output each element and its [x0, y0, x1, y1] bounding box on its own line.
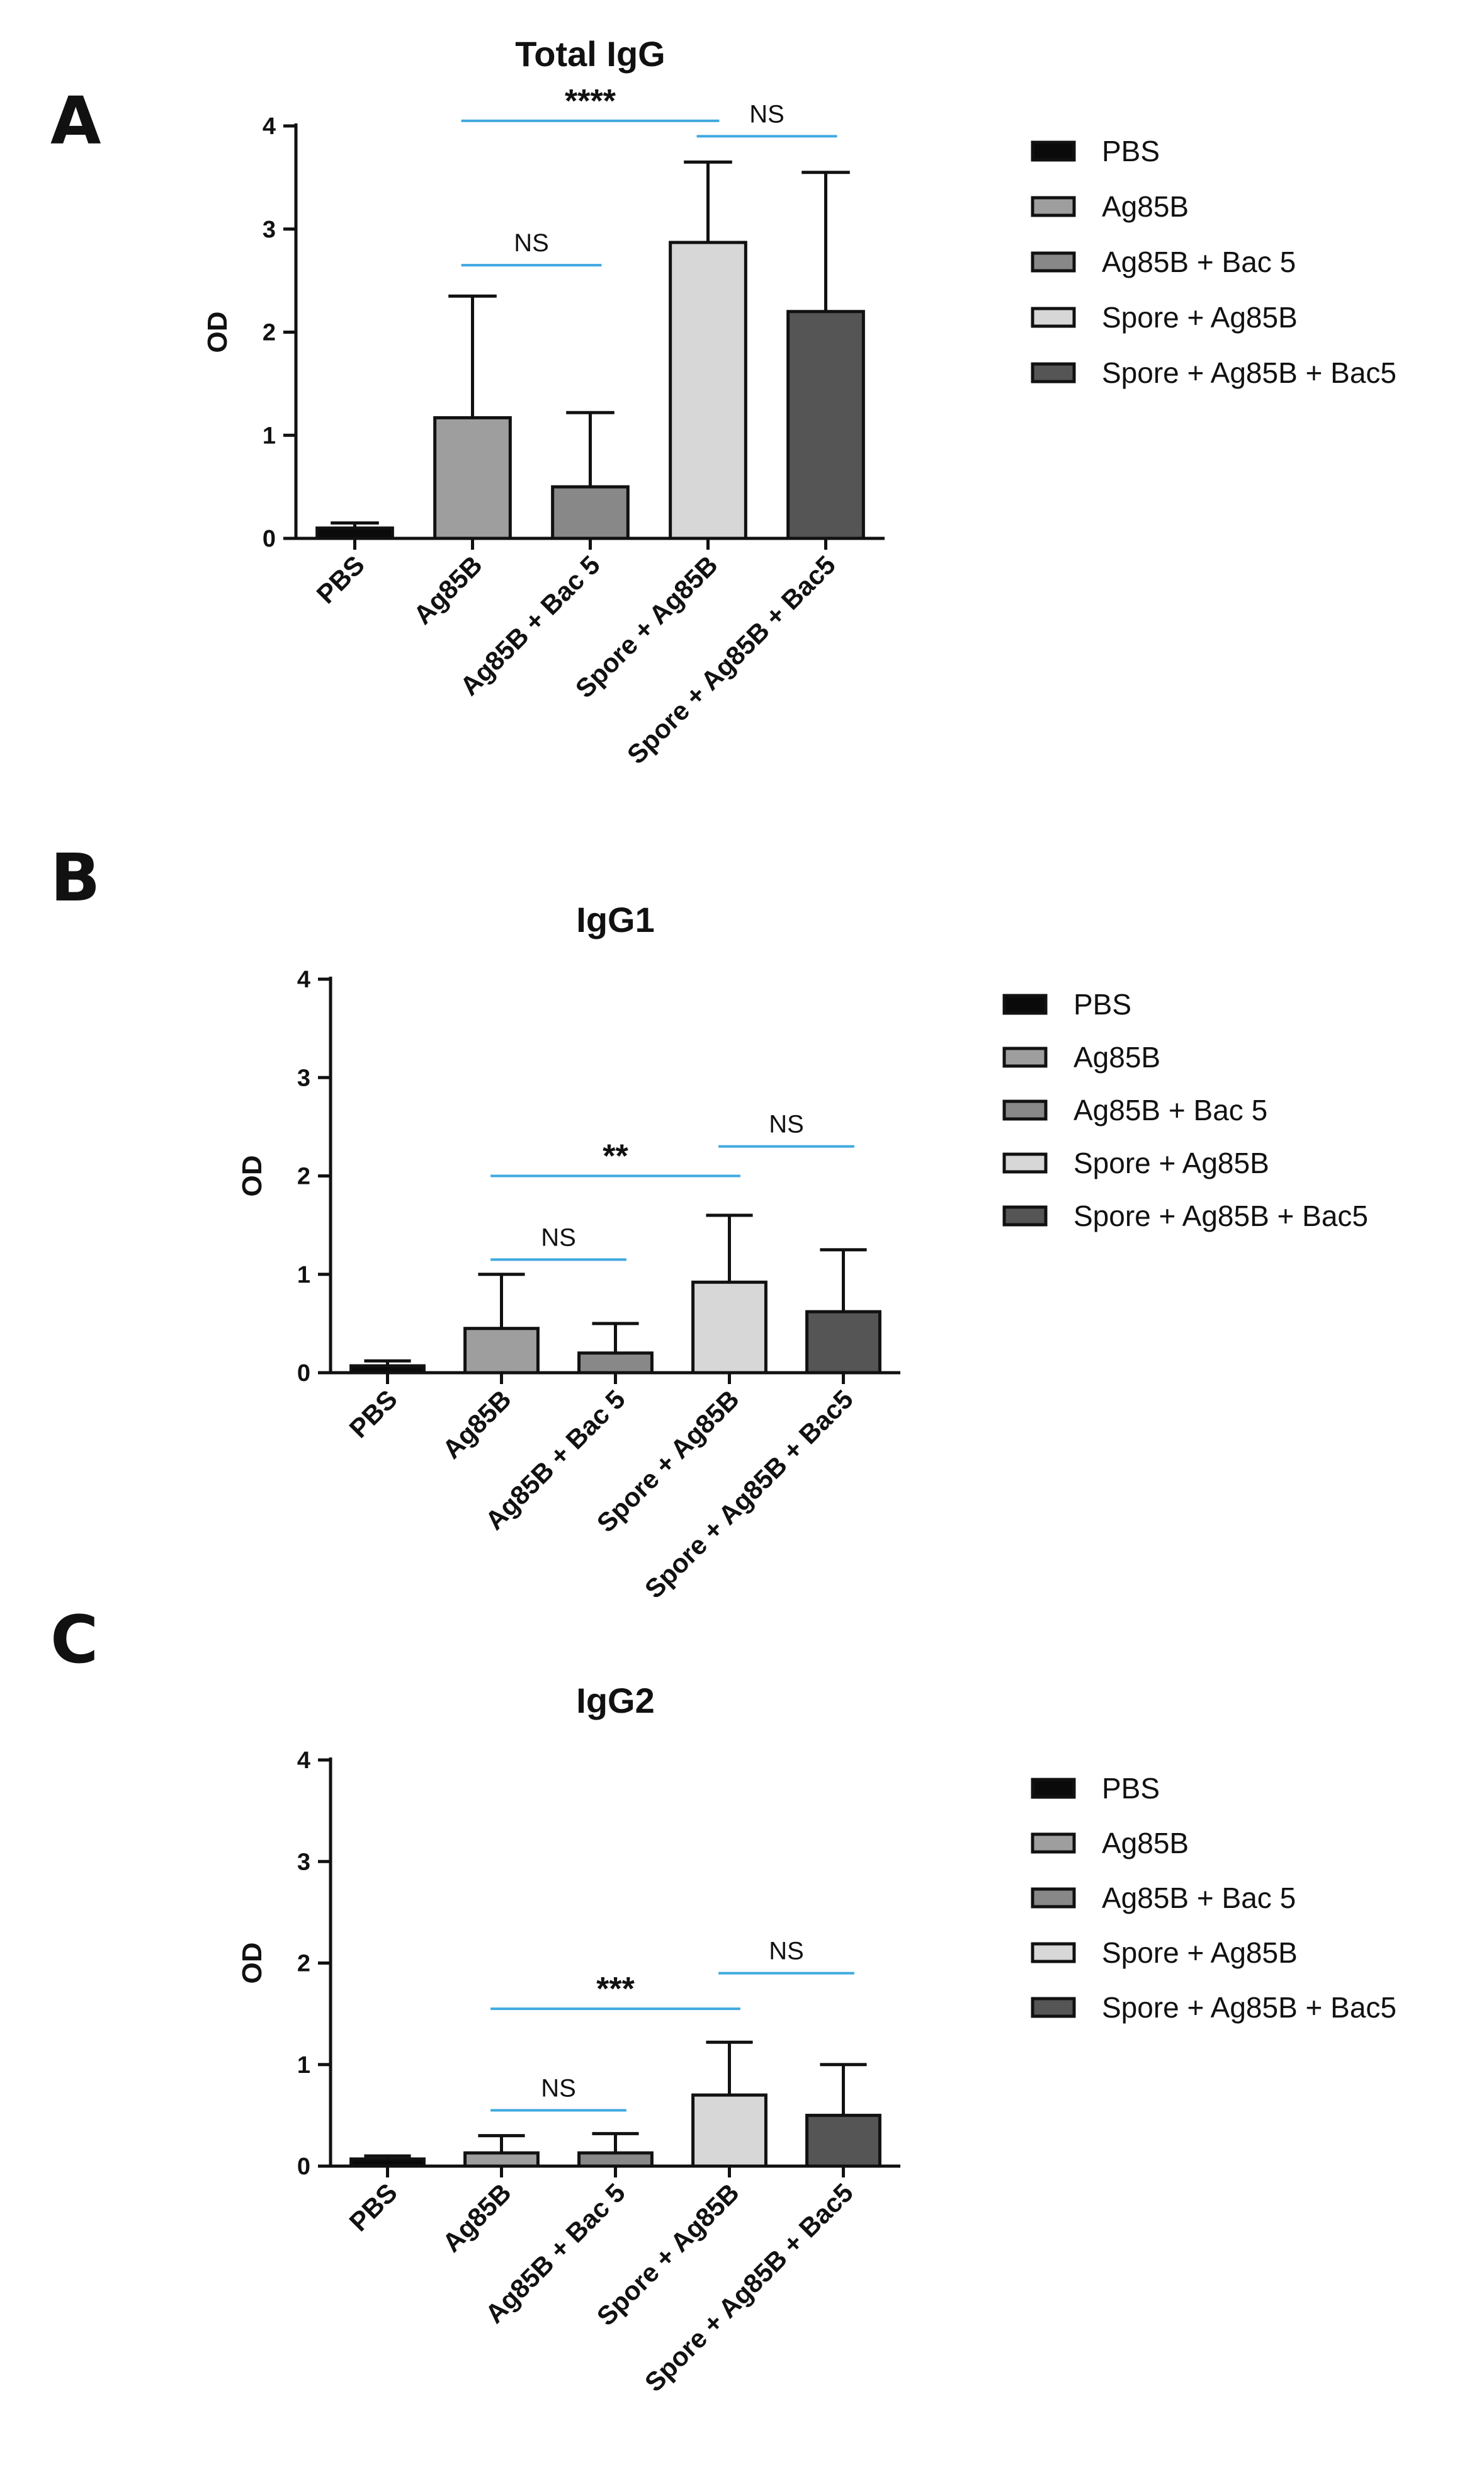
legend-swatch — [1031, 1832, 1076, 1854]
significance-label: NS — [769, 1938, 804, 1965]
legend: PBS Ag85B Ag85B + Bac 5 Spore + Ag85B Spore … — [1031, 135, 1396, 389]
legend-swatch — [1031, 1942, 1076, 1963]
y-tick-label: 1 — [297, 2052, 310, 2079]
bar — [315, 526, 394, 540]
legend-swatch — [1031, 307, 1076, 328]
y-tick-label: 4 — [297, 1747, 310, 1774]
legend-label: Ag85B + Bac 5 — [1102, 246, 1296, 278]
bar — [805, 2113, 881, 2168]
panel-letter: A — [50, 82, 101, 159]
legend-swatch — [1031, 1997, 1076, 2018]
significance-label: *** — [596, 1971, 635, 2007]
legend-swatch — [1031, 196, 1076, 217]
legend-label: Spore + Ag85B + Bac5 — [1073, 1200, 1368, 1232]
significance-label: NS — [769, 1111, 804, 1138]
y-tick-label: 3 — [297, 1065, 310, 1091]
chart-title: IgG2 — [576, 1681, 654, 1720]
y-tick-label: 0 — [297, 2154, 310, 2180]
significance-label: ** — [603, 1138, 628, 1175]
y-tick-label: 3 — [263, 217, 276, 243]
legend-label: Spore + Ag85B — [1102, 1936, 1298, 1969]
legend-label: PBS — [1073, 988, 1131, 1021]
y-tick-label: 3 — [297, 1849, 310, 1875]
legend-swatch — [1031, 362, 1076, 383]
legend-swatch — [1031, 1887, 1076, 1909]
legend-label: Ag85B — [1073, 1041, 1160, 1074]
legend-swatch — [1002, 1205, 1048, 1227]
y-tick-label: 2 — [263, 320, 276, 346]
bar — [669, 241, 747, 540]
panel-letter: C — [50, 1601, 98, 1678]
bar — [577, 1351, 654, 1375]
significance-label: NS — [514, 229, 549, 257]
bar — [463, 1327, 540, 1375]
bar — [805, 1310, 881, 1375]
y-tick-label: 4 — [297, 967, 310, 993]
legend-label: Spore + Ag85B — [1102, 301, 1298, 334]
y-tick-label: 2 — [297, 1951, 310, 1977]
chart-title: Total IgG — [515, 34, 666, 74]
bar — [463, 2151, 540, 2168]
bar — [691, 1280, 767, 1375]
legend-label: Ag85B + Bac 5 — [1073, 1094, 1267, 1127]
y-axis-label: OD — [237, 1155, 268, 1197]
legend-label: PBS — [1102, 1772, 1160, 1805]
legend-swatch — [1031, 140, 1076, 162]
y-tick-label: 1 — [263, 423, 276, 449]
bar — [349, 1364, 426, 1375]
y-tick-label: 4 — [263, 113, 276, 140]
legend-label: Spore + Ag85B + Bac5 — [1102, 1991, 1396, 2024]
chart-title: IgG1 — [576, 900, 654, 939]
bar — [691, 2093, 767, 2168]
legend-label: PBS — [1102, 135, 1160, 167]
legend-label: Ag85B + Bac 5 — [1102, 1882, 1296, 1914]
bar — [349, 2157, 426, 2168]
legend-swatch — [1002, 1099, 1048, 1121]
legend: PBS Ag85B Ag85B + Bac 5 Spore + Ag85B Spore … — [1031, 1772, 1396, 2024]
legend-swatch — [1002, 1152, 1048, 1174]
y-tick-label: 1 — [297, 1262, 310, 1288]
y-axis-label: OD — [237, 1943, 268, 1984]
legend-swatch — [1002, 994, 1048, 1015]
significance-label: NS — [749, 100, 784, 128]
bar — [551, 485, 630, 540]
significance-label: **** — [565, 83, 616, 120]
panel-a: A Total IgG 0 1 2 3 4 OD PBS Ag85B Ag85B + Bac 5 Sp… — [50, 34, 1396, 769]
significance-label: NS — [541, 2074, 576, 2102]
legend-label: Spore + Ag85B + Bac5 — [1102, 356, 1396, 389]
bar — [433, 416, 512, 540]
y-tick-label: 0 — [297, 1360, 310, 1387]
bar — [786, 310, 865, 540]
y-tick-label: 0 — [263, 526, 276, 552]
legend-swatch — [1031, 251, 1076, 273]
legend-swatch — [1002, 1047, 1048, 1068]
legend-swatch — [1031, 1778, 1076, 1799]
bar — [577, 2151, 654, 2168]
legend-label: Ag85B — [1102, 190, 1189, 223]
legend-label: Spore + Ag85B — [1073, 1147, 1269, 1179]
legend-label: Ag85B — [1102, 1827, 1189, 1859]
legend: PBS Ag85B Ag85B + Bac 5 Spore + Ag85B Spore … — [1002, 988, 1368, 1232]
y-tick-label: 2 — [297, 1164, 310, 1190]
y-axis-label: OD — [202, 312, 233, 353]
significance-label: NS — [541, 1223, 576, 1251]
panel-letter: B — [50, 839, 100, 916]
